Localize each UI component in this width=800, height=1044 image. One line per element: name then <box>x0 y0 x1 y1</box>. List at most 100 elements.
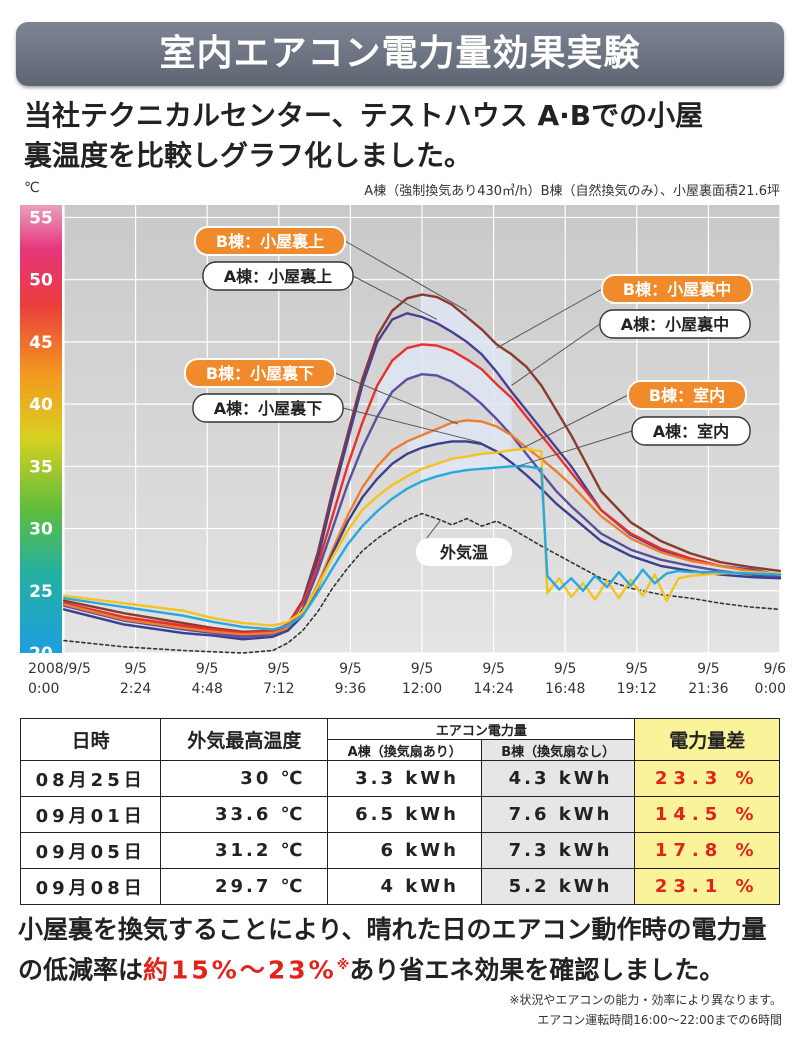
footnote: ※状況やエアコンの能力・効率により異なります。 エアコン運転時間16:00〜22… <box>362 990 782 1030</box>
cell-a: 6 kWh <box>327 832 482 869</box>
y-tick-label: 50 <box>29 271 53 291</box>
y-tick-label: 25 <box>29 582 53 602</box>
series-line <box>62 465 782 631</box>
y-tick-label: 20 <box>29 644 53 664</box>
label-box <box>599 309 751 339</box>
subtitle: 当社テクニカルセンター、テストハウス A·Bでの小屋 裏温度を比較しグラフ化しま… <box>24 96 784 176</box>
x-tick-label: 9/5 16:48 <box>545 661 585 697</box>
cell-b: 7.6 kWh <box>480 796 636 833</box>
cell-b: 4.3 kWh <box>480 760 636 797</box>
y-tick-label: 35 <box>29 457 53 477</box>
label-box <box>184 358 336 388</box>
temperature-chart: B棟：小屋裏上 A棟：小屋裏上 B棟：小屋裏中 A棟：小屋裏中 B棟：小屋裏下 A棟：小屋… <box>20 205 787 697</box>
col-power: エアコン電力量 <box>327 718 636 740</box>
leader-line <box>342 407 482 444</box>
conclusion-part-1: 小屋裏を換気することにより、晴れた日のエアコン動作時の電力量の低減率は <box>18 915 767 985</box>
difference-band <box>422 294 512 392</box>
label-box <box>202 261 354 291</box>
leader-line <box>511 323 601 386</box>
label-box <box>192 393 344 423</box>
y-tick-label: 30 <box>29 520 53 540</box>
series-label: A棟：室内 <box>653 422 729 441</box>
leader-line <box>496 288 603 349</box>
table-row: 08月25日 30 ℃ 3.3 kWh 4.3 kWh 23.3 % <box>19 760 780 797</box>
power-table: 日時 外気最高温度 エアコン電力量 電力量差 A棟（換気扇あり） B棟（換気扇な… <box>19 718 780 905</box>
table-row: 09月08日 29.7 ℃ 4 kWh 5.2 kWh 23.1 % <box>19 868 780 905</box>
label-box <box>631 416 751 446</box>
series-line <box>63 512 781 654</box>
cell-diff: 23.3 % <box>634 760 780 797</box>
cell-diff: 23.1 % <box>634 868 780 905</box>
col-date: 日時 <box>19 718 162 761</box>
cell-a: 6.5 kWh <box>327 796 482 833</box>
x-tick-label: 9/6 0:00 <box>755 661 787 697</box>
conclusion-text: 小屋裏を換気することにより、晴れた日のエアコン動作時の電力量の低減率は約15%〜… <box>18 912 788 988</box>
title-banner: 室内エアコン電力量効果実験 <box>16 22 784 86</box>
leader-line <box>344 240 467 312</box>
series-line <box>62 419 782 636</box>
label-box <box>416 538 512 566</box>
cell-temp: 33.6 ℃ <box>160 796 329 833</box>
temperature-color-scale <box>20 205 62 653</box>
x-tick-label: 2008/9/5 0:00 <box>28 661 91 697</box>
series-label: B棟：小屋裏下 <box>206 364 314 383</box>
conclusion-part-2: あり省エネ効果を確認しました。 <box>349 955 725 985</box>
cell-diff: 17.8 % <box>634 832 780 869</box>
cell-date: 09月08日 <box>19 868 162 905</box>
x-tick-label: 9/5 2:24 <box>120 661 152 697</box>
difference-band <box>422 448 542 482</box>
col-max-temp: 外気最高温度 <box>160 718 329 761</box>
cell-a: 3.3 kWh <box>327 760 482 797</box>
cell-b: 5.2 kWh <box>480 868 636 905</box>
col-a: A棟（換気扇あり） <box>327 739 482 761</box>
page-title: 室内エアコン電力量効果実験 <box>159 33 641 74</box>
y-tick-label: 45 <box>29 333 53 353</box>
x-tick-label: 9/5 21:36 <box>688 661 728 697</box>
series-label: B棟：小屋裏上 <box>216 232 324 251</box>
subtitle-line-1: 当社テクニカルセンター、テストハウス A·Bでの小屋 <box>24 99 704 132</box>
x-tick-label: 9/5 7:12 <box>263 661 294 697</box>
footnote-line-2: エアコン運転時間16:00〜22:00までの6時間 <box>537 1013 782 1027</box>
series-label: A棟：小屋裏中 <box>621 315 729 334</box>
x-tick-label: 9/5 4:48 <box>191 661 222 697</box>
series-line <box>62 447 782 627</box>
cell-temp: 31.2 ℃ <box>160 832 329 869</box>
col-b: B棟（換気扇なし） <box>480 739 636 761</box>
cell-temp: 29.7 ℃ <box>160 868 329 905</box>
cell-a: 4 kWh <box>327 868 482 905</box>
label-box <box>627 380 747 410</box>
x-tick-label: 9/5 12:00 <box>402 661 442 697</box>
footnote-mark: ※ <box>336 958 350 973</box>
cell-diff: 14.5 % <box>634 796 780 833</box>
col-diff: 電力量差 <box>634 718 780 761</box>
series-label: B棟：小屋裏中 <box>623 280 731 299</box>
y-unit-label: ℃ <box>24 180 40 196</box>
series-label: 外気温 <box>439 543 488 562</box>
y-tick-label: 55 <box>29 208 53 228</box>
label-box <box>194 226 346 256</box>
leader-line <box>517 430 633 467</box>
series-label: A棟：小屋裏下 <box>214 399 322 418</box>
leader-line <box>523 394 629 449</box>
table-row: 09月05日 31.2 ℃ 6 kWh 7.3 kWh 17.8 % <box>19 832 780 869</box>
leader-line <box>334 372 458 425</box>
cell-date: 08月25日 <box>19 760 162 797</box>
x-tick-label: 9/5 9:36 <box>335 661 367 697</box>
footnote-line-1: ※状況やエアコンの能力・効率により異なります。 <box>509 993 782 1007</box>
cell-date: 09月05日 <box>19 832 162 869</box>
series-line <box>62 440 782 641</box>
reduction-rate: 約15%〜23% <box>143 955 337 985</box>
cell-b: 7.3 kWh <box>480 832 636 869</box>
x-tick-label: 9/5 14:24 <box>473 661 513 697</box>
cell-temp: 30 ℃ <box>160 760 329 797</box>
leader-line <box>352 275 438 320</box>
series-label: B棟：室内 <box>649 386 725 405</box>
y-tick-label: 40 <box>29 395 53 415</box>
experiment-note: A棟（強制換気あり430㎥/h）B棟（自然換気のみ）、小屋裏面積21.6坪 <box>364 184 780 199</box>
x-tick-label: 9/5 19:12 <box>617 661 657 697</box>
table-row: 09月01日 33.6 ℃ 6.5 kWh 7.6 kWh 14.5 % <box>19 796 780 833</box>
series-label: A棟：小屋裏上 <box>224 267 332 286</box>
label-box <box>601 274 753 304</box>
subtitle-line-2: 裏温度を比較しグラフ化しました。 <box>24 139 473 172</box>
cell-date: 09月01日 <box>19 796 162 833</box>
